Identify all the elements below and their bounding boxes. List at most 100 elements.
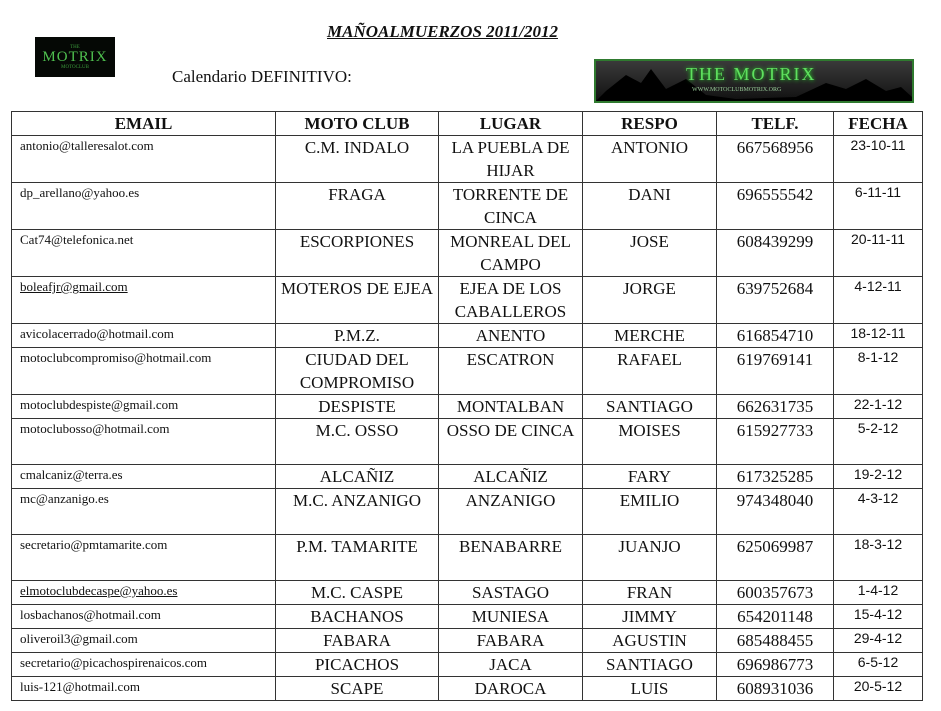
cell-email: Cat74@telefonica.net <box>11 229 276 277</box>
cell-respo: ANTONIO <box>582 135 717 183</box>
cell-moto-club: FRAGA <box>275 182 439 230</box>
table-row: motoclubosso@hotmail.com M.C. OSSO OSSO DE… <box>11 418 923 465</box>
cell-fecha: 18-12-11 <box>833 323 923 348</box>
cell-moto-club: FABARA <box>275 628 439 653</box>
cell-fecha: 15-4-12 <box>833 604 923 629</box>
email-link: motoclubosso@hotmail.com <box>20 421 170 436</box>
cell-email: elmotoclubdecaspe@yahoo.es <box>11 580 276 605</box>
cell-respo: AGUSTIN <box>582 628 717 653</box>
table-row: mc@anzanigo.es M.C. ANZANIGO ANZANIGO EMILI… <box>11 488 923 535</box>
cell-telf: 654201148 <box>716 604 834 629</box>
cell-fecha: 20-11-11 <box>833 229 923 277</box>
logo-text-main: MOTRIX <box>42 48 108 65</box>
cell-email: mc@anzanigo.es <box>11 488 276 535</box>
header-respo: RESPO <box>582 111 717 136</box>
cell-lugar: EJEA DE LOS CABALLEROS <box>438 276 583 324</box>
cell-telf: 608439299 <box>716 229 834 277</box>
email-link[interactable]: boleafjr@gmail.com <box>20 279 128 294</box>
cell-fecha: 22-1-12 <box>833 394 923 419</box>
cell-email: boleafjr@gmail.com <box>11 276 276 324</box>
cell-fecha: 1-4-12 <box>833 580 923 605</box>
email-link[interactable]: elmotoclubdecaspe@yahoo.es <box>20 583 178 598</box>
cell-respo: SANTIAGO <box>582 394 717 419</box>
cell-respo: JUANJO <box>582 534 717 581</box>
cell-respo: DANI <box>582 182 717 230</box>
email-link: cmalcaniz@terra.es <box>20 467 123 482</box>
email-link: secretario@pmtamarite.com <box>20 537 168 552</box>
cell-lugar: MONREAL DEL CAMPO <box>438 229 583 277</box>
cell-telf: 600357673 <box>716 580 834 605</box>
email-link: secretario@picachospirenaicos.com <box>20 655 208 670</box>
motrix-logo-small: THE MOTRIX MOTOCLUB <box>35 37 115 77</box>
cell-email: antonio@talleresalot.com <box>11 135 276 183</box>
cell-fecha: 6-5-12 <box>833 652 923 677</box>
table-row: losbachanos@hotmail.com BACHANOS MUNIESA JI… <box>11 604 923 629</box>
cell-moto-club: P.M. TAMARITE <box>275 534 439 581</box>
cell-moto-club: ESCORPIONES <box>275 229 439 277</box>
motrix-banner-logo: THE MOTRIX WWW.MOTOCLUBMOTRIX.ORG <box>594 59 914 103</box>
email-link: motoclubcompromiso@hotmail.com <box>20 350 212 365</box>
header-lugar: LUGAR <box>438 111 583 136</box>
cell-lugar: MONTALBAN <box>438 394 583 419</box>
banner-url: WWW.MOTOCLUBMOTRIX.ORG <box>692 87 782 93</box>
cell-respo: LUIS <box>582 676 717 701</box>
cell-fecha: 20-5-12 <box>833 676 923 701</box>
table-row: cmalcaniz@terra.es ALCAÑIZ ALCAÑIZ FARY 6173… <box>11 464 923 489</box>
cell-telf: 617325285 <box>716 464 834 489</box>
cell-telf: 608931036 <box>716 676 834 701</box>
table-row: oliveroil3@gmail.com FABARA FABARA AGUSTIN 6… <box>11 628 923 653</box>
cell-email: motoclubosso@hotmail.com <box>11 418 276 465</box>
cell-telf: 615927733 <box>716 418 834 465</box>
cell-moto-club: P.M.Z. <box>275 323 439 348</box>
header-moto-club: MOTO CLUB <box>275 111 439 136</box>
cell-moto-club: M.C. CASPE <box>275 580 439 605</box>
cell-email: losbachanos@hotmail.com <box>11 604 276 629</box>
cell-respo: FARY <box>582 464 717 489</box>
mountains-graphic <box>596 69 912 101</box>
table-row: secretario@pmtamarite.com P.M. TAMARITE BE… <box>11 534 923 581</box>
cell-telf: 625069987 <box>716 534 834 581</box>
cell-fecha: 23-10-11 <box>833 135 923 183</box>
calendar-table: EMAIL MOTO CLUB LUGAR RESPO TELF. FECHA anton… <box>11 111 923 701</box>
cell-respo: JIMMY <box>582 604 717 629</box>
cell-telf: 696555542 <box>716 182 834 230</box>
cell-moto-club: BACHANOS <box>275 604 439 629</box>
logo-text-bottom: MOTOCLUB <box>61 64 89 70</box>
email-link: motoclubdespiste@gmail.com <box>20 397 179 412</box>
cell-moto-club: M.C. ANZANIGO <box>275 488 439 535</box>
cell-fecha: 6-11-11 <box>833 182 923 230</box>
cell-moto-club: M.C. OSSO <box>275 418 439 465</box>
header-telf: TELF. <box>716 111 834 136</box>
table-row: boleafjr@gmail.com MOTEROS DE EJEA EJEA DE… <box>11 276 923 324</box>
cell-lugar: ALCAÑIZ <box>438 464 583 489</box>
cell-lugar: DAROCA <box>438 676 583 701</box>
table-row: dp_arellano@yahoo.es FRAGA TORRENTE DE CIN… <box>11 182 923 230</box>
document-title: MAÑOALMUERZOS 2011/2012 <box>327 22 558 41</box>
cell-lugar: LA PUEBLA DE HIJAR <box>438 135 583 183</box>
cell-respo: MOISES <box>582 418 717 465</box>
cell-telf: 616854710 <box>716 323 834 348</box>
cell-telf: 974348040 <box>716 488 834 535</box>
cell-fecha: 5-2-12 <box>833 418 923 465</box>
cell-email: secretario@pmtamarite.com <box>11 534 276 581</box>
cell-moto-club: DESPISTE <box>275 394 439 419</box>
cell-telf: 619769141 <box>716 347 834 395</box>
cell-telf: 639752684 <box>716 276 834 324</box>
header-fecha: FECHA <box>833 111 923 136</box>
cell-lugar: MUNIESA <box>438 604 583 629</box>
cell-email: cmalcaniz@terra.es <box>11 464 276 489</box>
cell-lugar: BENABARRE <box>438 534 583 581</box>
cell-moto-club: CIUDAD DEL COMPROMISO <box>275 347 439 395</box>
cell-email: luis-121@hotmail.com <box>11 676 276 701</box>
cell-lugar: OSSO DE CINCA <box>438 418 583 465</box>
email-link: Cat74@telefonica.net <box>20 232 134 247</box>
cell-respo: JORGE <box>582 276 717 324</box>
cell-respo: RAFAEL <box>582 347 717 395</box>
email-link: losbachanos@hotmail.com <box>20 607 161 622</box>
cell-fecha: 4-12-11 <box>833 276 923 324</box>
table-row: avicolacerrado@hotmail.com P.M.Z. ANENTO ME… <box>11 323 923 348</box>
cell-fecha: 18-3-12 <box>833 534 923 581</box>
cell-email: dp_arellano@yahoo.es <box>11 182 276 230</box>
cell-fecha: 19-2-12 <box>833 464 923 489</box>
cell-lugar: SASTAGO <box>438 580 583 605</box>
